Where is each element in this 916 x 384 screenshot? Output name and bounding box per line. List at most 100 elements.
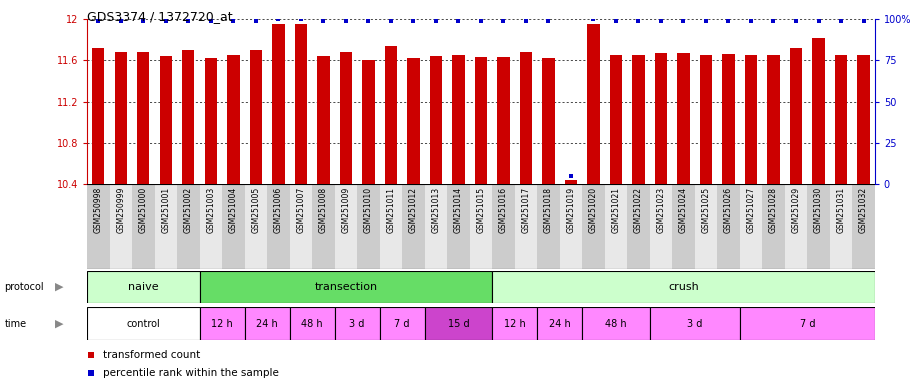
Text: GSM251001: GSM251001	[161, 187, 170, 233]
Bar	[610, 55, 622, 184]
Bar	[857, 55, 869, 184]
Text: GSM251012: GSM251012	[409, 187, 418, 233]
Text: GSM251008: GSM251008	[319, 187, 328, 233]
Text: GSM251003: GSM251003	[206, 187, 215, 233]
Text: control: control	[126, 318, 160, 329]
Bar	[723, 54, 735, 184]
Bar	[87, 307, 200, 340]
Text: ▶: ▶	[55, 318, 64, 329]
Bar	[177, 184, 200, 269]
Bar	[295, 24, 307, 184]
Text: GSM251010: GSM251010	[364, 187, 373, 233]
Text: GSM251005: GSM251005	[251, 187, 260, 233]
Text: transformed count: transformed count	[103, 350, 200, 360]
Bar	[474, 57, 487, 184]
Bar	[834, 55, 847, 184]
Text: 3 d: 3 d	[349, 318, 365, 329]
Text: GSM251002: GSM251002	[184, 187, 192, 233]
Text: 12 h: 12 h	[504, 318, 526, 329]
Bar	[768, 55, 780, 184]
Text: GSM251019: GSM251019	[566, 187, 575, 233]
Bar	[137, 52, 149, 184]
Bar	[583, 184, 605, 269]
Text: GSM251014: GSM251014	[454, 187, 463, 233]
Bar	[267, 184, 289, 269]
Bar	[812, 38, 824, 184]
Text: GSM251009: GSM251009	[342, 187, 350, 233]
Bar	[537, 184, 560, 269]
Text: GSM251018: GSM251018	[544, 187, 553, 233]
Bar	[790, 48, 802, 184]
Text: GSM251006: GSM251006	[274, 187, 283, 233]
Bar	[740, 307, 875, 340]
Bar	[182, 50, 194, 184]
Text: 12 h: 12 h	[212, 318, 233, 329]
Bar	[537, 307, 583, 340]
Text: GSM251025: GSM251025	[702, 187, 711, 233]
Bar	[425, 307, 492, 340]
Bar	[132, 184, 155, 269]
Bar	[605, 184, 627, 269]
Bar	[515, 184, 537, 269]
Text: 48 h: 48 h	[301, 318, 323, 329]
Text: GSM251029: GSM251029	[791, 187, 801, 233]
Bar	[289, 307, 334, 340]
Text: GSM251026: GSM251026	[724, 187, 733, 233]
Bar	[649, 307, 740, 340]
Text: ▶: ▶	[55, 282, 64, 292]
Bar	[340, 52, 352, 184]
Text: GDS3374 / 1372720_at: GDS3374 / 1372720_at	[87, 10, 233, 23]
Bar	[447, 184, 470, 269]
Bar	[159, 56, 172, 184]
Bar	[245, 307, 289, 340]
Bar	[717, 184, 740, 269]
Text: GSM251016: GSM251016	[499, 187, 507, 233]
Bar	[583, 307, 649, 340]
Bar	[632, 55, 645, 184]
Bar	[852, 184, 875, 269]
Bar	[519, 52, 532, 184]
Bar	[379, 184, 402, 269]
Bar	[492, 184, 515, 269]
Bar	[408, 58, 420, 184]
Bar	[250, 50, 262, 184]
Text: GSM251000: GSM251000	[139, 187, 147, 233]
Bar	[200, 307, 245, 340]
Text: GSM251020: GSM251020	[589, 187, 598, 233]
Bar	[560, 184, 583, 269]
Bar	[807, 184, 830, 269]
Text: percentile rank within the sample: percentile rank within the sample	[103, 367, 278, 377]
Bar	[245, 184, 267, 269]
Text: naive: naive	[128, 282, 158, 292]
Bar	[334, 184, 357, 269]
Bar	[227, 55, 239, 184]
Text: GSM251027: GSM251027	[747, 187, 756, 233]
Text: GSM251021: GSM251021	[612, 187, 620, 233]
Text: 15 d: 15 d	[448, 318, 469, 329]
Text: GSM251024: GSM251024	[679, 187, 688, 233]
Bar	[379, 307, 425, 340]
Bar	[425, 184, 447, 269]
Bar	[470, 184, 492, 269]
Bar	[492, 271, 875, 303]
Bar	[785, 184, 807, 269]
Text: GSM251030: GSM251030	[814, 187, 823, 233]
Bar	[587, 24, 600, 184]
Bar	[694, 184, 717, 269]
Bar	[565, 180, 577, 184]
Bar	[672, 184, 694, 269]
Bar	[357, 184, 379, 269]
Bar	[430, 56, 442, 184]
Bar	[312, 184, 334, 269]
Text: GSM251023: GSM251023	[657, 187, 665, 233]
Bar	[385, 46, 397, 184]
Bar	[542, 58, 554, 184]
Text: GSM250999: GSM250999	[116, 187, 125, 233]
Bar	[677, 53, 690, 184]
Text: time: time	[5, 318, 27, 329]
Text: GSM251011: GSM251011	[387, 187, 396, 233]
Text: GSM251032: GSM251032	[859, 187, 868, 233]
Bar	[492, 307, 537, 340]
Bar	[334, 307, 379, 340]
Text: GSM251007: GSM251007	[297, 187, 305, 233]
